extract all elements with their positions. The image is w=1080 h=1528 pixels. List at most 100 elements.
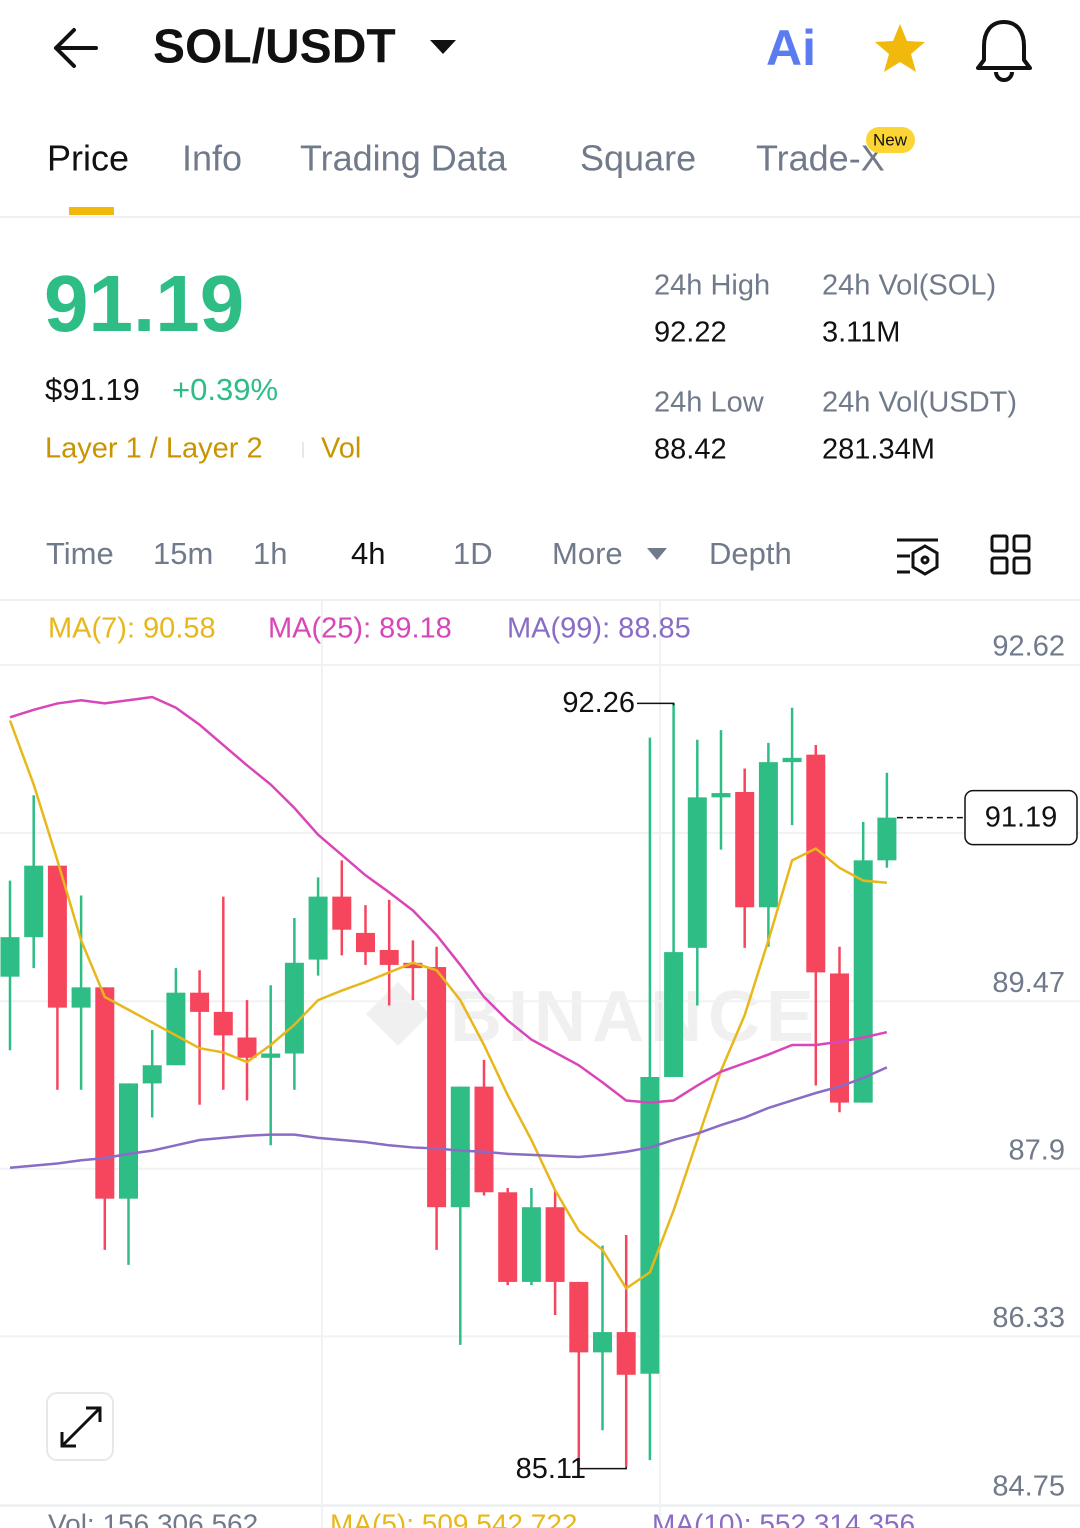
candle-body [593, 1332, 612, 1353]
price-change: +0.39% [172, 372, 278, 407]
last-price-box [964, 789, 1078, 846]
candle-body [664, 952, 684, 1077]
tab[interactable]: Square [580, 138, 696, 179]
tab[interactable]: Info [182, 138, 242, 179]
fullscreen-icon [60, 1406, 102, 1448]
tab[interactable]: Trading Data [300, 138, 508, 179]
divider [0, 599, 1080, 601]
candle-body [356, 932, 375, 953]
stat-value: 3.11M [822, 317, 900, 349]
candle-body [284, 962, 304, 1054]
candle-body [71, 987, 91, 1008]
usd-price: $91.19 [45, 372, 140, 407]
candle-body [142, 1065, 162, 1084]
candle-body [806, 754, 826, 973]
last-price-label: 91.19 [985, 801, 1058, 833]
interval[interactable]: 4h [351, 536, 385, 571]
candle-body [877, 817, 897, 861]
candle-body [261, 1053, 281, 1058]
stat-label: 24h Vol(USDT) [822, 387, 1017, 419]
stat-label: 24h Low [654, 387, 765, 419]
stat-value: 281.34M [822, 434, 935, 466]
interval[interactable]: Depth [709, 536, 792, 571]
tag-separator [302, 442, 304, 458]
y-tick-label: 89.47 [992, 967, 1065, 999]
y-tick-label: 87.9 [1009, 1134, 1065, 1166]
candle-body [782, 757, 802, 763]
candle-body [0, 937, 20, 977]
indicator-settings-icon[interactable] [897, 538, 939, 576]
candle-body [640, 1076, 660, 1374]
y-tick-label: 92.62 [992, 631, 1065, 663]
ma-legend: MA(99): 88.85 [507, 613, 691, 645]
y-tick-label: 84.75 [992, 1471, 1065, 1503]
tab[interactable]: Trade-X [756, 138, 885, 179]
volume-label: Vol: 156,306,562 [48, 1508, 258, 1528]
ma-line [9, 695, 888, 1104]
y-tick-label: 86.33 [992, 1302, 1065, 1334]
candle-body [687, 797, 707, 948]
high-label: 92.26 [562, 687, 635, 719]
candle-body [758, 762, 778, 908]
candle-body [237, 1037, 257, 1058]
candle-body [711, 793, 731, 798]
candle-body [830, 973, 849, 1103]
candle-body [47, 865, 67, 1008]
candle-body [474, 1086, 494, 1193]
tab[interactable]: Price [47, 138, 129, 179]
low-leader [578, 1466, 627, 1470]
tag[interactable]: Layer 1 / Layer 2 [45, 433, 263, 465]
candle-body [735, 792, 755, 908]
interval[interactable]: Time [46, 536, 114, 571]
divider [0, 1505, 1080, 1507]
candle-body [213, 1011, 233, 1036]
candle-body [379, 949, 399, 965]
interval[interactable]: More [552, 536, 623, 571]
stat-label: 24h Vol(SOL) [822, 270, 996, 302]
favorite-star[interactable] [875, 24, 925, 72]
candle-body [119, 1083, 138, 1199]
candle-body [569, 1281, 589, 1353]
low-label: 85.11 [516, 1453, 586, 1485]
pair-dropdown[interactable] [430, 40, 456, 54]
candle-body [24, 865, 44, 938]
divider [0, 216, 1080, 218]
stat-value: 88.42 [654, 434, 727, 466]
candle-body [853, 860, 873, 1103]
stat-value: 92.22 [654, 317, 727, 349]
last-price: 91.19 [44, 259, 244, 348]
candle-body [403, 962, 423, 969]
interval[interactable]: 1h [253, 536, 287, 571]
high-leader [637, 702, 675, 706]
ai-icon[interactable]: Ai [766, 20, 816, 76]
candle-body [308, 896, 328, 960]
ma-line [8, 720, 888, 1291]
interval[interactable]: 1D [453, 536, 493, 571]
ma-legend: MA(7): 90.58 [48, 613, 216, 645]
tab-indicator [69, 207, 114, 215]
volume-ma5: MA(5): 509,542,722 [330, 1508, 578, 1528]
candle-body [545, 1207, 565, 1282]
candle-body [427, 967, 447, 1208]
candle-body [616, 1332, 636, 1375]
candle-body [190, 992, 210, 1012]
layout-icon[interactable] [990, 534, 1031, 575]
ma-legend: MA(25): 89.18 [268, 613, 452, 645]
interval[interactable]: 15m [153, 536, 213, 571]
candle-body [498, 1192, 518, 1282]
stat-label: 24h High [654, 270, 770, 302]
candle-body [521, 1207, 541, 1282]
alert-bell[interactable] [976, 20, 1032, 82]
volume-ma10: MA(10): 552,314,356 [652, 1508, 915, 1528]
more-dropdown[interactable] [647, 548, 667, 560]
back-button[interactable] [54, 28, 98, 68]
candle-body [332, 896, 352, 930]
pair-title[interactable]: SOL/USDT [153, 21, 396, 74]
candle-body [166, 992, 186, 1066]
ma-line [9, 1066, 888, 1169]
tag[interactable]: Vol [321, 433, 361, 465]
new-badge [866, 127, 915, 153]
